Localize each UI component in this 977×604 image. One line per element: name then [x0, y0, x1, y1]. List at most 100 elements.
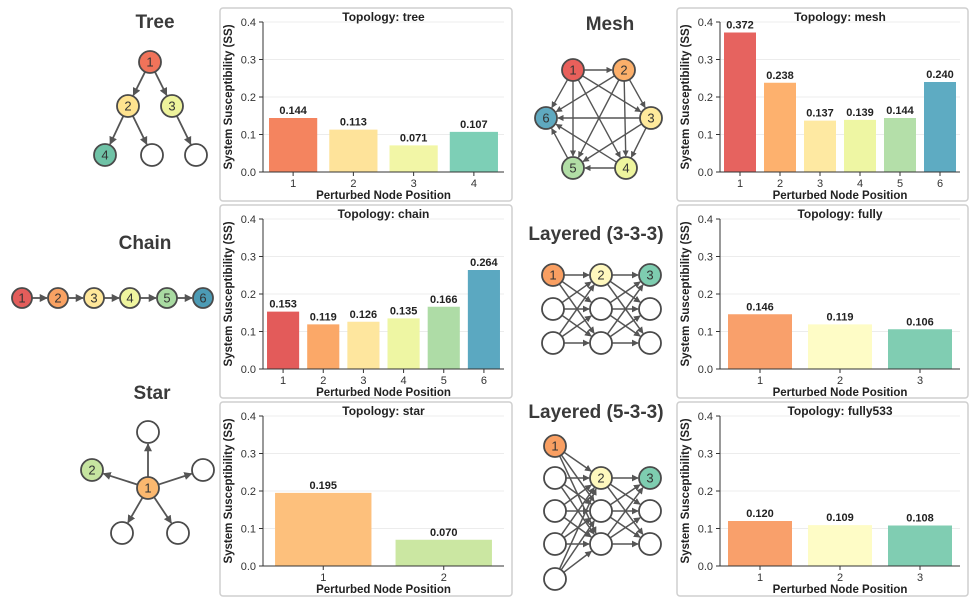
y-tick-label: 0.4 — [241, 214, 256, 226]
bar-2 — [329, 129, 378, 172]
edge-arrow — [563, 550, 592, 573]
x-tick-label: 3 — [360, 375, 366, 387]
edge-arrow — [551, 79, 569, 109]
x-tick-label: 1 — [737, 178, 743, 190]
x-axis-label: Perturbed Node Position — [316, 387, 451, 399]
diagram-title: Mesh — [586, 14, 635, 35]
bar-1 — [269, 118, 318, 172]
bar-value-label: 0.107 — [460, 119, 488, 131]
x-tick-label: 1 — [290, 178, 296, 190]
x-tick-label: 2 — [837, 375, 843, 387]
bar-value-label: 0.264 — [470, 257, 498, 269]
chart-title: Topology: fully — [797, 207, 882, 221]
y-tick-label: 0.2 — [698, 92, 713, 104]
node-circle-empty — [191, 458, 215, 482]
x-tick-label: 2 — [320, 375, 326, 387]
edge-arrow — [558, 284, 595, 335]
bar-3 — [804, 120, 836, 172]
y-tick-label: 0.4 — [241, 17, 256, 29]
chart-4: 0.0 0.1 0.2 0.3 0.4 0.146 1 0.119 2 0.106 3 Topolog… — [676, 204, 969, 399]
bar-4 — [844, 119, 876, 172]
bar-value-label: 0.108 — [906, 513, 934, 525]
node-circle-1 — [11, 287, 33, 309]
bar-2 — [307, 324, 340, 369]
node-label: 2 — [88, 463, 95, 478]
node-circle-5 — [561, 156, 585, 180]
x-tick-label: 1 — [280, 375, 286, 387]
bar-1 — [275, 492, 372, 566]
node-label: 3 — [646, 268, 653, 283]
node-circle-empty — [638, 499, 662, 523]
edge-arrow — [102, 472, 138, 486]
y-tick-label: 0.2 — [241, 289, 256, 301]
node-circle-empty — [589, 331, 613, 355]
bar-value-label: 0.166 — [430, 294, 458, 306]
node-label: 3 — [646, 471, 653, 486]
bar-3 — [888, 525, 952, 566]
chart-3: 0.0 0.1 0.2 0.3 0.4 0.153 1 0.119 2 0.126 3 0.135 4 0… — [219, 204, 513, 399]
node-circle-1 — [561, 58, 585, 82]
x-tick-label: 2 — [777, 178, 783, 190]
node-circle-2 — [116, 94, 140, 118]
edge-arrow — [109, 115, 125, 145]
edge-arrow — [609, 315, 641, 338]
y-axis-label: System Susceptibility (SS) — [223, 24, 235, 169]
bar-value-label: 0.238 — [766, 70, 794, 82]
bar-2 — [808, 324, 872, 369]
bar-4 — [449, 131, 498, 172]
y-axis-label: System Susceptibility (SS) — [680, 418, 692, 563]
node-circle-6 — [192, 287, 214, 309]
node-circle-empty — [589, 297, 613, 321]
node-label: 1 — [569, 63, 576, 78]
chart-title: Topology: mesh — [794, 10, 886, 24]
node-circle-2 — [47, 287, 69, 309]
x-tick-label: 4 — [401, 375, 407, 387]
diagram-mesh: Mesh 1 2 3 4 5 6 — [534, 14, 663, 180]
x-tick-label: 1 — [320, 572, 326, 584]
y-tick-label: 0.0 — [241, 167, 256, 179]
node-label: 1 — [146, 55, 153, 70]
x-tick-label: 2 — [837, 572, 843, 584]
y-axis-label: System Susceptibility (SS) — [680, 24, 692, 169]
node-circle-empty — [638, 297, 662, 321]
node-label: 3 — [647, 111, 654, 126]
bar-value-label: 0.240 — [926, 69, 954, 81]
bar-6 — [467, 270, 500, 369]
node-circle-2 — [589, 263, 613, 287]
bar-value-label: 0.153 — [269, 299, 297, 311]
node-circle-empty — [638, 532, 662, 556]
x-axis-label: Perturbed Node Position — [316, 584, 451, 596]
edge-arrow — [561, 315, 592, 338]
node-circle-1 — [543, 434, 567, 458]
edge-arrow — [582, 123, 643, 163]
diagram-title: Layered (5-3-3) — [528, 402, 663, 423]
y-tick-label: 0.4 — [241, 411, 256, 423]
y-tick-label: 0.4 — [698, 214, 713, 226]
y-tick-label: 0.2 — [241, 92, 256, 104]
node-circle-6 — [534, 106, 558, 130]
y-tick-label: 0.3 — [698, 55, 713, 67]
y-tick-label: 0.0 — [241, 561, 256, 573]
edge-arrow — [609, 281, 641, 304]
node-label: 2 — [597, 471, 604, 486]
node-circle-empty — [589, 532, 613, 556]
x-tick-label: 3 — [411, 178, 417, 190]
edge-arrow — [158, 472, 193, 486]
diagram-title: Chain — [119, 233, 172, 254]
node-label: 1 — [551, 439, 558, 454]
edge-arrow — [555, 123, 618, 163]
y-tick-label: 0.4 — [698, 411, 713, 423]
edge-arrow — [176, 115, 192, 145]
x-axis-label: Perturbed Node Position — [316, 190, 451, 202]
edge-arrow — [606, 487, 644, 536]
y-axis-label: System Susceptibility (SS) — [680, 221, 692, 366]
node-circle-2 — [589, 466, 613, 490]
bar-value-label: 0.146 — [746, 301, 774, 313]
bar-value-label: 0.144 — [279, 105, 307, 117]
x-tick-label: 1 — [757, 375, 763, 387]
node-circle-3 — [638, 466, 662, 490]
chart-title: Topology: fully533 — [787, 404, 892, 418]
y-tick-label: 0.1 — [241, 130, 256, 142]
y-tick-label: 0.0 — [698, 167, 713, 179]
